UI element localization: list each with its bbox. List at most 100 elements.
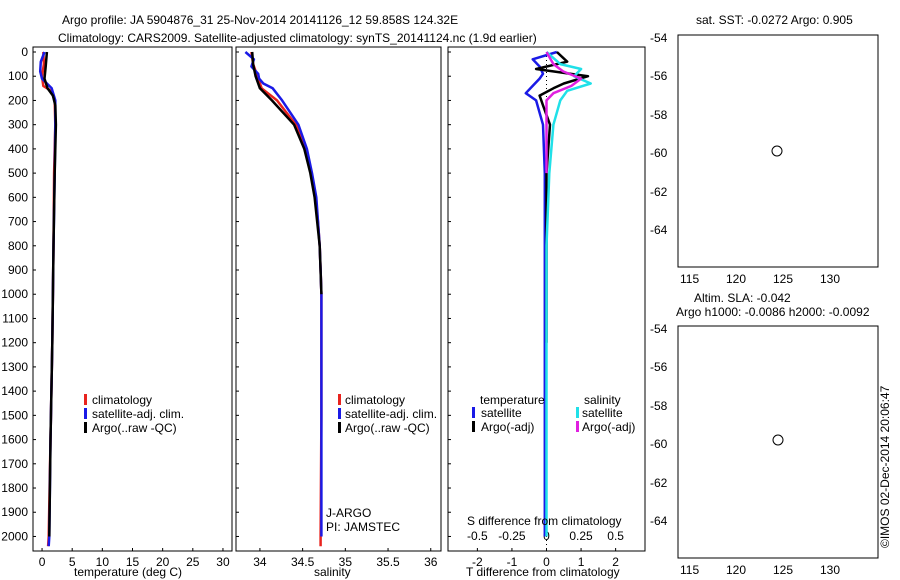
pi-annotation: PI: JAMSTEC: [326, 520, 400, 534]
sst-ytick: -60: [650, 146, 668, 160]
depth-tick-label: 200: [8, 93, 28, 107]
depth-tick-label: 1200: [1, 336, 28, 350]
legend-label-climatology: climatology: [92, 393, 152, 407]
temperature-xtick-label: 5: [69, 555, 76, 569]
difference-top-xtick-label: -0.5: [467, 529, 488, 543]
temperature-xtick-label: 0: [39, 555, 46, 569]
legend-title-temperature: temperature: [480, 393, 545, 407]
difference-xtick-label: -1: [507, 555, 518, 569]
depth-tick-label: 700: [8, 215, 28, 229]
legend-title-salinity: salinity: [584, 393, 621, 407]
legend-label-argo: Argo(..raw -QC): [92, 421, 177, 435]
sst-map-frame: [677, 34, 879, 268]
sst-map-title: sat. SST: -0.0272 Argo: 0.905: [696, 13, 853, 27]
legend-swatch-climatology: [338, 394, 341, 405]
temperature-xtick-label: 30: [216, 555, 230, 569]
salinity-legend: climatology satellite-adj. clim. Argo(..…: [338, 393, 437, 435]
sla-argo-location-marker: [772, 434, 784, 446]
difference-xtick-label: -2: [472, 555, 483, 569]
depth-tick-label: 600: [8, 190, 28, 204]
sst-xtick: 120: [726, 272, 746, 286]
legend-label-t-argo: Argo(-adj): [481, 420, 534, 434]
depth-tick-label: 1500: [1, 408, 28, 422]
difference-legend: temperature salinity satellite Argo(-adj…: [472, 393, 635, 434]
difference-xlabel-top: S difference from climatology: [467, 514, 622, 528]
depth-tick-label: 2000: [1, 529, 28, 543]
temperature-legend: climatology satellite-adj. clim. Argo(..…: [84, 393, 184, 435]
sst-xtick: 125: [773, 272, 793, 286]
depth-tick-label: 1800: [1, 481, 28, 495]
sst-argo-location-marker: [771, 145, 783, 157]
depth-tick-label: 1000: [1, 287, 28, 301]
salinity-xtick-label: 34: [253, 555, 267, 569]
difference-series-s-satellite: [545, 51, 592, 537]
sst-ytick: -58: [650, 108, 668, 122]
depth-tick-label: 1400: [1, 384, 28, 398]
difference-top-xtick-label: -0.25: [498, 529, 526, 543]
salinity-xlabel: salinity: [314, 565, 351, 579]
sla-ytick: -58: [650, 399, 668, 413]
difference-xtick-label: 1: [578, 555, 585, 569]
difference-top-xtick-label: 0.5: [607, 529, 624, 543]
legend-label-satellite: satellite-adj. clim.: [92, 407, 184, 421]
difference-xtick-label: 2: [612, 555, 619, 569]
legend-label-s-satellite: satellite: [582, 406, 623, 420]
header-line2: Climatology: CARS2009. Satellite-adjuste…: [58, 31, 537, 45]
legend-label-argo: Argo(..raw -QC): [345, 421, 430, 435]
legend-label-s-argo: Argo(-adj): [582, 420, 635, 434]
temperature-plot-frame: [32, 46, 233, 552]
depth-tick-label: 1700: [1, 457, 28, 471]
temperature-xtick-label: 15: [126, 555, 140, 569]
temperature-xtick-label: 10: [96, 555, 110, 569]
salinity-xtick-label: 34.5: [291, 555, 315, 569]
sla-xtick: 130: [820, 563, 840, 577]
legend-swatch-argo: [338, 422, 341, 433]
sla-xtick: 115: [680, 563, 699, 577]
sla-ytick: -56: [650, 360, 668, 374]
legend-label-satellite: satellite-adj. clim.: [345, 407, 437, 421]
salinity-series-argo-raw-qc-: [250, 51, 323, 295]
temperature-xtick-label: 25: [186, 555, 200, 569]
temperature-series-argo-raw-qc-: [43, 51, 58, 537]
legend-label-t-satellite: satellite: [481, 406, 522, 420]
sla-xtick: 125: [773, 563, 793, 577]
legend-swatch-t-argo: [472, 421, 475, 432]
sla-ytick: -60: [650, 437, 668, 451]
depth-tick-label: 300: [8, 118, 28, 132]
depth-tick-label: 1600: [1, 433, 28, 447]
salinity-xtick-label: 36: [424, 555, 438, 569]
sla-ytick: -54: [650, 322, 668, 336]
legend-swatch-t-satellite: [472, 407, 475, 418]
depth-tick-label: 1300: [1, 360, 28, 374]
temperature-xlabel: temperature (deg C): [74, 565, 182, 579]
jargo-annotation: J-ARGO: [326, 506, 371, 520]
legend-swatch-s-argo: [576, 421, 579, 432]
sla-ytick: -62: [650, 476, 668, 490]
sst-xtick: 115: [680, 272, 699, 286]
difference-series-t-argo-adj-: [534, 51, 590, 343]
depth-tick-label: 500: [8, 166, 28, 180]
salinity-plot-frame: [235, 46, 442, 552]
depth-tick-label: 400: [8, 142, 28, 156]
depth-tick-label: 0: [21, 45, 28, 59]
legend-swatch-s-satellite: [576, 407, 579, 418]
difference-series-s-argo-adj-: [545, 51, 583, 174]
legend-swatch-satellite: [338, 408, 341, 419]
legend-label-climatology: climatology: [345, 393, 405, 407]
sla-map-title1: Altim. SLA: -0.042: [694, 291, 791, 305]
legend-swatch-climatology: [84, 394, 87, 405]
sst-ytick: -54: [650, 31, 668, 45]
depth-tick-label: 1900: [1, 505, 28, 519]
salinity-series-climatology: [250, 51, 323, 547]
legend-swatch-satellite: [84, 408, 87, 419]
salinity-xtick-label: 35.5: [376, 555, 400, 569]
sla-map-frame: [677, 325, 879, 559]
difference-xtick-label: 0: [543, 555, 550, 569]
depth-tick-label: 100: [8, 69, 28, 83]
depth-tick-label: 1100: [2, 311, 28, 325]
difference-top-xtick-label: 0.25: [569, 529, 593, 543]
sla-ytick: -64: [650, 514, 668, 528]
temperature-xtick-label: 20: [156, 555, 170, 569]
sst-ytick: -64: [650, 223, 668, 237]
